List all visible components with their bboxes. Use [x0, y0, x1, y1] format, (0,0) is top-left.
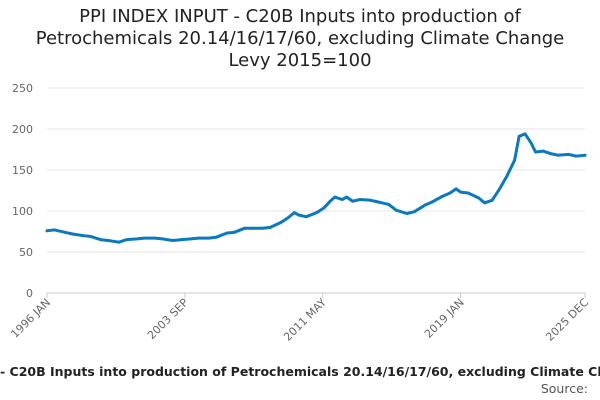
- data-point: [358, 198, 362, 201]
- data-point: [441, 194, 444, 198]
- data-point: [351, 199, 355, 203]
- data-point: [505, 174, 509, 178]
- data-point: [549, 152, 552, 156]
- data-point: [81, 234, 85, 238]
- data-point: [534, 150, 537, 154]
- data-point: [304, 215, 308, 219]
- x-tick-label: 2003 SEP: [145, 296, 191, 342]
- data-point: [250, 226, 254, 230]
- data-point: [483, 201, 486, 205]
- data-point: [89, 235, 92, 238]
- data-point: [207, 236, 211, 240]
- data-point: [189, 237, 193, 241]
- y-tick-label: 100: [12, 205, 33, 218]
- data-point: [107, 239, 110, 242]
- data-point: [477, 196, 480, 200]
- data-point: [340, 198, 344, 201]
- data-point: [243, 226, 247, 230]
- x-tick-label: 1996 JAN: [8, 296, 53, 341]
- data-point: [45, 229, 49, 233]
- data-point: [135, 237, 139, 241]
- y-tick-label: 200: [12, 123, 33, 136]
- data-point: [376, 200, 380, 204]
- data-point: [448, 191, 452, 195]
- data-point: [197, 236, 200, 240]
- data-point: [297, 213, 301, 217]
- data-point: [286, 216, 290, 220]
- data-point: [333, 195, 337, 199]
- x-tick-label: 2025 DEC: [543, 296, 591, 344]
- data-point: [541, 149, 545, 153]
- data-point: [63, 230, 67, 234]
- y-tick-label: 250: [12, 82, 33, 95]
- data-point: [387, 203, 391, 206]
- data-point: [459, 190, 462, 194]
- data-point: [143, 236, 146, 240]
- data-point: [454, 187, 458, 191]
- data-point: [53, 228, 56, 232]
- x-tick-label: 2011 MAY: [281, 296, 329, 344]
- data-point: [466, 191, 470, 195]
- data-point: [179, 238, 182, 242]
- data-point: [345, 195, 349, 199]
- data-point: [315, 211, 319, 215]
- data-point: [117, 240, 121, 244]
- data-point: [225, 231, 229, 235]
- data-point: [430, 200, 434, 204]
- y-tick-label: 150: [12, 164, 33, 177]
- data-point: [171, 239, 175, 242]
- data-point: [268, 226, 272, 229]
- series-layer: [45, 132, 587, 244]
- data-point: [99, 238, 103, 242]
- data-point: [214, 235, 218, 239]
- data-point: [328, 199, 332, 203]
- data-point: [583, 153, 587, 157]
- data-point: [490, 198, 494, 202]
- data-point: [161, 237, 164, 241]
- x-tick-label: 2019 JAN: [422, 296, 467, 341]
- legend-entry: - C20B Inputs into production of Petroch…: [0, 364, 600, 379]
- source-label: Source:: [540, 381, 588, 396]
- y-axis: 0 50 100 150 200 250: [12, 82, 33, 300]
- y-tick-label: 50: [19, 246, 33, 259]
- data-point: [574, 154, 578, 158]
- data-point: [567, 153, 570, 156]
- data-point: [394, 208, 398, 212]
- data-point: [153, 236, 157, 240]
- y-tick-label: 0: [26, 287, 33, 300]
- data-point: [523, 132, 527, 136]
- data-point: [529, 141, 533, 145]
- data-point: [322, 206, 326, 210]
- series-line: [45, 132, 587, 244]
- data-point: [405, 212, 409, 215]
- data-point: [71, 232, 74, 236]
- data-point: [513, 158, 516, 162]
- data-point: [232, 230, 236, 234]
- data-point: [292, 211, 296, 215]
- data-point: [279, 221, 283, 224]
- data-point: [369, 198, 373, 202]
- data-point: [125, 238, 128, 242]
- data-point: [261, 226, 265, 230]
- data-point: [498, 187, 501, 191]
- data-point: [517, 135, 521, 138]
- gridlines: [47, 87, 585, 294]
- chart-title: PPI INDEX INPUT - C20B Inputs into produ…: [35, 6, 565, 71]
- data-point: [556, 153, 560, 157]
- data-point: [412, 210, 416, 214]
- x-axis: 1996 JAN 2003 SEP 2011 MAY 2019 JAN 2025 DEC: [8, 292, 591, 344]
- data-point: [423, 203, 426, 207]
